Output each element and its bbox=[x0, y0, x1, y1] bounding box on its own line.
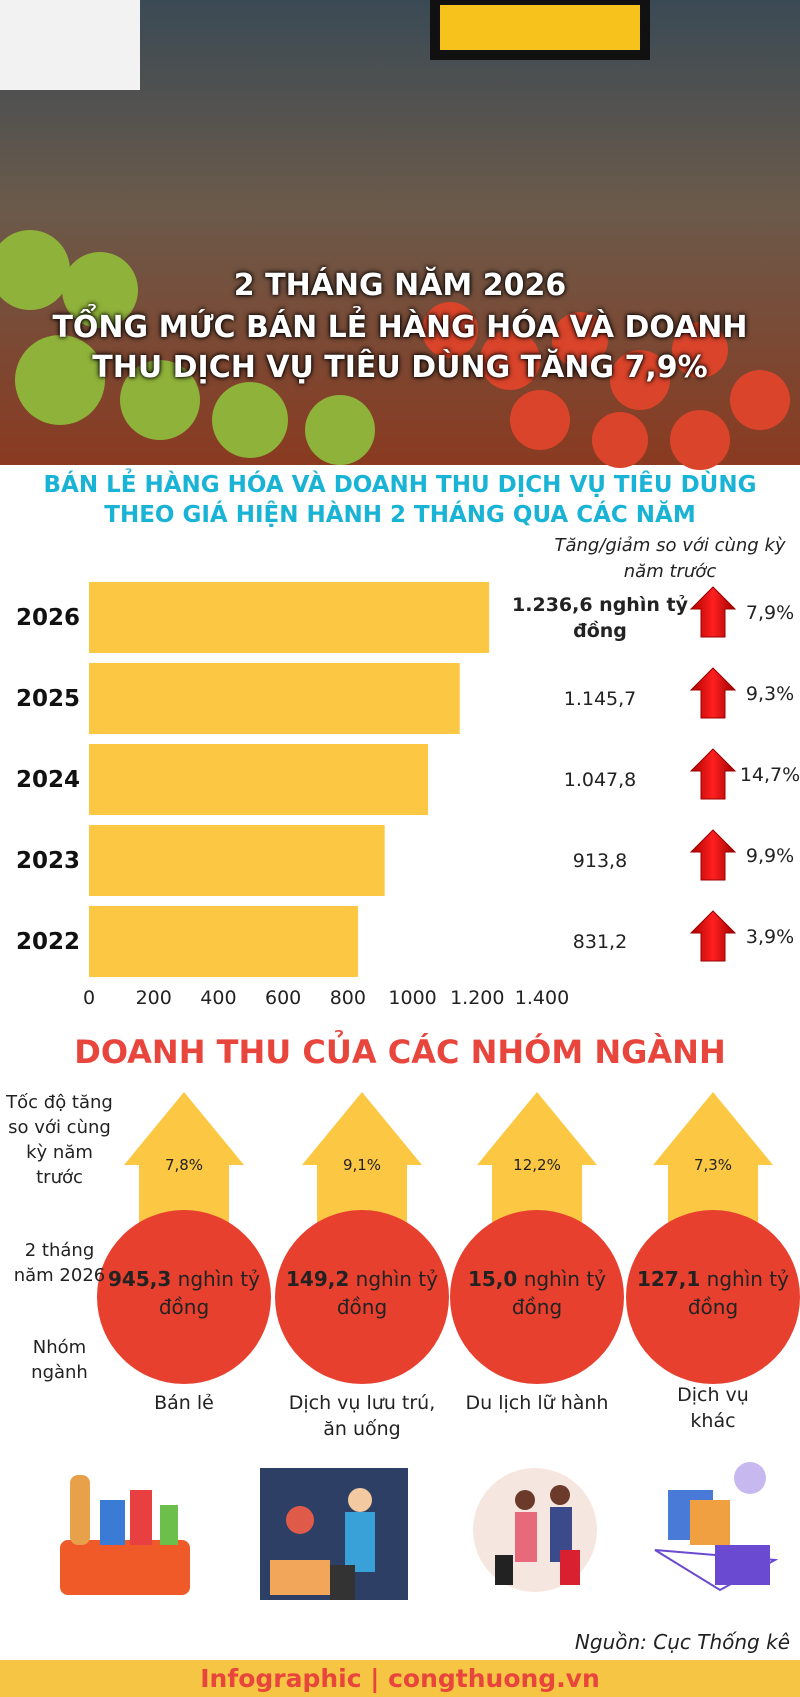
revenue-label: 15,0 nghìn tỷ đồng bbox=[457, 1265, 617, 1321]
value-label: 1.145,7 bbox=[563, 688, 637, 710]
row-label: Nhóm ngành bbox=[31, 1337, 88, 1383]
x-tick-label: 1.200 bbox=[450, 987, 504, 1009]
y-tick-label: 2024 bbox=[16, 767, 80, 793]
up-arrow bbox=[689, 667, 737, 719]
growth-label: 12,2% bbox=[513, 1156, 561, 1174]
footer: Infographic | congthuong.vn bbox=[200, 1664, 600, 1693]
row-label: Tốc độ tăng so với cùng kỳ năm trước bbox=[6, 1092, 113, 1188]
x-tick-label: 200 bbox=[136, 987, 172, 1009]
x-tick-label: 1000 bbox=[388, 987, 436, 1009]
bar bbox=[89, 663, 460, 734]
icon-basket bbox=[60, 1475, 190, 1595]
price-sign bbox=[0, 0, 140, 90]
y-tick-label: 2025 bbox=[16, 686, 80, 712]
revenue-label: 945,3 nghìn tỷ đồng bbox=[104, 1265, 264, 1321]
revenue-label: 127,1 nghìn tỷ đồng bbox=[633, 1265, 793, 1321]
x-tick-label: 1.400 bbox=[515, 987, 569, 1009]
icon-services bbox=[654, 1462, 779, 1592]
revenue-unit: nghìn tỷ đồng bbox=[158, 1267, 260, 1319]
header-line2: TỔNG MỨC BÁN LẺ HÀNG HÓA VÀ DOANH THU DỊ… bbox=[52, 310, 748, 385]
change-label: 14,7% bbox=[740, 764, 800, 786]
source: Nguồn: Cục Thống kê bbox=[574, 1630, 790, 1654]
growth-label: 7,3% bbox=[694, 1156, 732, 1174]
growth-arrow bbox=[477, 1092, 597, 1240]
sector-name: Bán lẻ bbox=[154, 1392, 214, 1414]
revenue-unit: nghìn tỷ đồng bbox=[687, 1267, 789, 1319]
bar bbox=[89, 582, 490, 653]
up-arrow bbox=[689, 829, 737, 881]
bar bbox=[89, 825, 385, 896]
bar bbox=[89, 744, 429, 815]
up-arrow bbox=[689, 910, 737, 962]
revenue-unit: nghìn tỷ đồng bbox=[336, 1267, 438, 1319]
value-label: 831,2 bbox=[572, 931, 628, 953]
growth-arrow bbox=[653, 1092, 773, 1240]
sector-name: Dịch vụ khác bbox=[677, 1384, 749, 1432]
growth-arrow bbox=[302, 1092, 422, 1240]
bar bbox=[89, 906, 358, 977]
up-arrow bbox=[689, 586, 737, 638]
header-line1: 2 THÁNG NĂM 2026 bbox=[233, 268, 567, 303]
revenue-value: 149,2 bbox=[286, 1267, 350, 1291]
x-tick-label: 800 bbox=[330, 987, 366, 1009]
revenue-circle bbox=[626, 1210, 800, 1384]
revenue-circle bbox=[450, 1210, 624, 1384]
up-arrow bbox=[689, 748, 737, 800]
x-tick-label: 600 bbox=[265, 987, 301, 1009]
revenue-circle bbox=[275, 1210, 449, 1384]
revenue-value: 127,1 bbox=[637, 1267, 701, 1291]
revenue-circle bbox=[97, 1210, 271, 1384]
change-label: 9,9% bbox=[746, 845, 794, 867]
change-label: 3,9% bbox=[746, 926, 794, 948]
x-tick-label: 0 bbox=[83, 987, 95, 1009]
footer-band bbox=[0, 1660, 800, 1697]
growth-label: 7,8% bbox=[165, 1156, 203, 1174]
icon-travel bbox=[473, 1468, 597, 1592]
revenue-value: 15,0 bbox=[467, 1267, 518, 1291]
sector-name: Dịch vụ lưu trú, ăn uống bbox=[288, 1392, 436, 1440]
revenue-value: 945,3 bbox=[108, 1267, 172, 1291]
x-tick-label: 400 bbox=[200, 987, 236, 1009]
icon-hotel bbox=[260, 1468, 408, 1600]
price-sign bbox=[440, 5, 640, 50]
value-label: 913,8 bbox=[572, 850, 628, 872]
chart-title: BÁN LẺ HÀNG HÓA VÀ DOANH THU DỊCH VỤ TIÊ… bbox=[43, 472, 757, 528]
y-tick-label: 2023 bbox=[16, 848, 80, 874]
growth-arrow bbox=[124, 1092, 244, 1240]
apples bbox=[422, 302, 790, 470]
y-tick-label: 2022 bbox=[16, 929, 80, 955]
value-label: 1.236,6 nghìn tỷ đồng bbox=[512, 594, 688, 642]
revenue-label: 149,2 nghìn tỷ đồng bbox=[282, 1265, 442, 1321]
change-label: 7,9% bbox=[746, 602, 794, 624]
change-label: 9,3% bbox=[746, 683, 794, 705]
sectors-title: DOANH THU CỦA CÁC NHÓM NGÀNH bbox=[74, 1033, 726, 1071]
fruits bbox=[0, 230, 375, 465]
growth-label: 9,1% bbox=[343, 1156, 381, 1174]
sector-name: Du lịch lữ hành bbox=[465, 1392, 609, 1414]
y-tick-label: 2026 bbox=[16, 605, 80, 631]
row-label: 2 tháng năm 2026 bbox=[13, 1240, 106, 1286]
change-title: Tăng/giảm so với cùng kỳ năm trước bbox=[554, 535, 786, 582]
value-label: 1.047,8 bbox=[563, 769, 637, 791]
revenue-unit: nghìn tỷ đồng bbox=[511, 1267, 607, 1319]
